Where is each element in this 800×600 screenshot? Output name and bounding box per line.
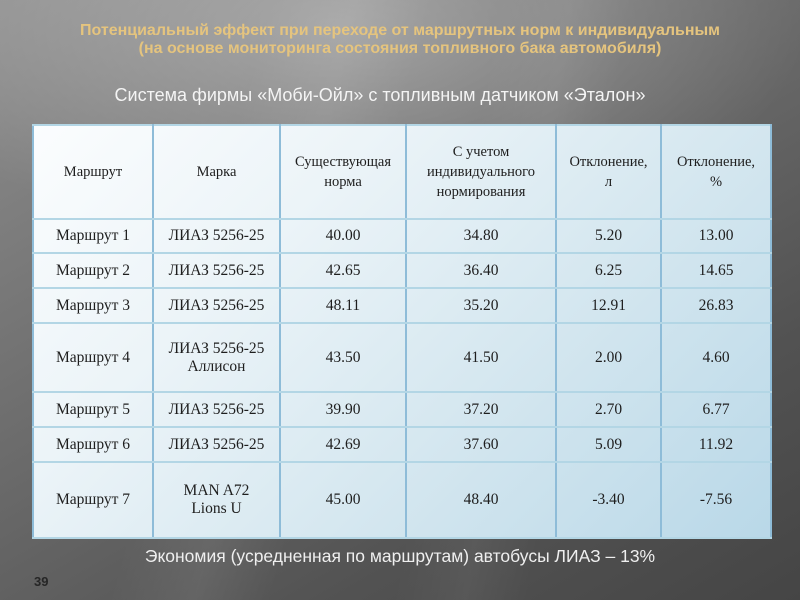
table-cell: Маршрут 7 — [32, 461, 154, 539]
table-cell: 39.90 — [279, 391, 407, 428]
page-number: 39 — [34, 574, 49, 589]
table-cell: 42.69 — [279, 426, 407, 463]
table-cell: Маршрут 4 — [32, 322, 154, 393]
table-cell: ЛИАЗ 5256-25 — [152, 252, 281, 289]
table-cell: -7.56 — [660, 461, 772, 539]
header-cell-deviation-liters: Отклонение, л — [555, 124, 662, 220]
table-row-route-3: Маршрут 3 ЛИАЗ 5256-25 48.11 35.20 12.91… — [32, 287, 772, 324]
table-cell: 45.00 — [279, 461, 407, 539]
table-cell: -3.40 — [555, 461, 662, 539]
table-cell: 12.91 — [555, 287, 662, 324]
table-cell: ЛИАЗ 5256-25 — [152, 218, 281, 254]
fuel-norms-table: Маршрут Марка Существующая норма С учето… — [32, 124, 772, 539]
table-cell: 35.20 — [405, 287, 557, 324]
header-cell-route: Маршрут — [32, 124, 154, 220]
table-cell: 11.92 — [660, 426, 772, 463]
header-cell-deviation-percent: Отклонение, % — [660, 124, 772, 220]
table-cell: ЛИАЗ 5256-25 Аллисон — [152, 322, 281, 393]
table-header-row: Маршрут Марка Существующая норма С учето… — [32, 124, 772, 220]
table-row-route-7: Маршрут 7 MAN A72 Lions U 45.00 48.40 -3… — [32, 461, 772, 539]
table-cell: 43.50 — [279, 322, 407, 393]
table-cell: 42.65 — [279, 252, 407, 289]
table-cell: Маршрут 6 — [32, 426, 154, 463]
table-cell: 4.60 — [660, 322, 772, 393]
table-cell: ЛИАЗ 5256-25 — [152, 426, 281, 463]
table-cell: 6.77 — [660, 391, 772, 428]
table-cell: 37.20 — [405, 391, 557, 428]
table-cell: 2.00 — [555, 322, 662, 393]
table-cell-max-deviation: 26.83 — [660, 287, 772, 324]
table-header: Маршрут Марка Существующая норма С учето… — [32, 124, 772, 220]
table-cell: 40.00 — [279, 218, 407, 254]
slide-subtitle: Система фирмы «Моби-Ойл» с топливным дат… — [114, 85, 646, 105]
table-cell: Маршрут 3 — [32, 287, 154, 324]
table-cell: 48.40 — [405, 461, 557, 539]
table-cell: Маршрут 2 — [32, 252, 154, 289]
table-row-route-1: Маршрут 1 ЛИАЗ 5256-25 40.00 34.80 5.20 … — [32, 218, 772, 254]
table-cell: 5.09 — [555, 426, 662, 463]
table-cell: 34.80 — [405, 218, 557, 254]
header-cell-existing-norm: Существующая норма — [279, 124, 407, 220]
table-cell: ЛИАЗ 5256-25 — [152, 391, 281, 428]
header-cell-individual-norm: С учетом индивидуального нормирования — [405, 124, 557, 220]
table-cell: 13.00 — [660, 218, 772, 254]
table-cell: 6.25 — [555, 252, 662, 289]
table-cell: MAN A72 Lions U — [152, 461, 281, 539]
table-cell: 41.50 — [405, 322, 557, 393]
table-cell: 5.20 — [555, 218, 662, 254]
table-cell: Маршрут 5 — [32, 391, 154, 428]
table-row-route-2: Маршрут 2 ЛИАЗ 5256-25 42.65 36.40 6.25 … — [32, 252, 772, 289]
table-body: Маршрут 1 ЛИАЗ 5256-25 40.00 34.80 5.20 … — [32, 218, 772, 539]
slide-title: Потенциальный эффект при переходе от мар… — [79, 22, 721, 57]
table-cell: ЛИАЗ 5256-25 — [152, 287, 281, 324]
table-cell: 36.40 — [405, 252, 557, 289]
footer-note: Экономия (усредненная по маршрутам) авто… — [144, 546, 656, 566]
table-cell: 48.11 — [279, 287, 407, 324]
table-cell: 2.70 — [555, 391, 662, 428]
table-row-route-5: Маршрут 5 ЛИАЗ 5256-25 39.90 37.20 2.70 … — [32, 391, 772, 428]
table-cell: Маршрут 1 — [32, 218, 154, 254]
header-cell-brand: Марка — [152, 124, 281, 220]
table-cell: 14.65 — [660, 252, 772, 289]
table-cell: 37.60 — [405, 426, 557, 463]
table-row-route-4: Маршрут 4 ЛИАЗ 5256-25 Аллисон 43.50 41.… — [32, 322, 772, 393]
table-row-route-6: Маршрут 6 ЛИАЗ 5256-25 42.69 37.60 5.09 … — [32, 426, 772, 463]
